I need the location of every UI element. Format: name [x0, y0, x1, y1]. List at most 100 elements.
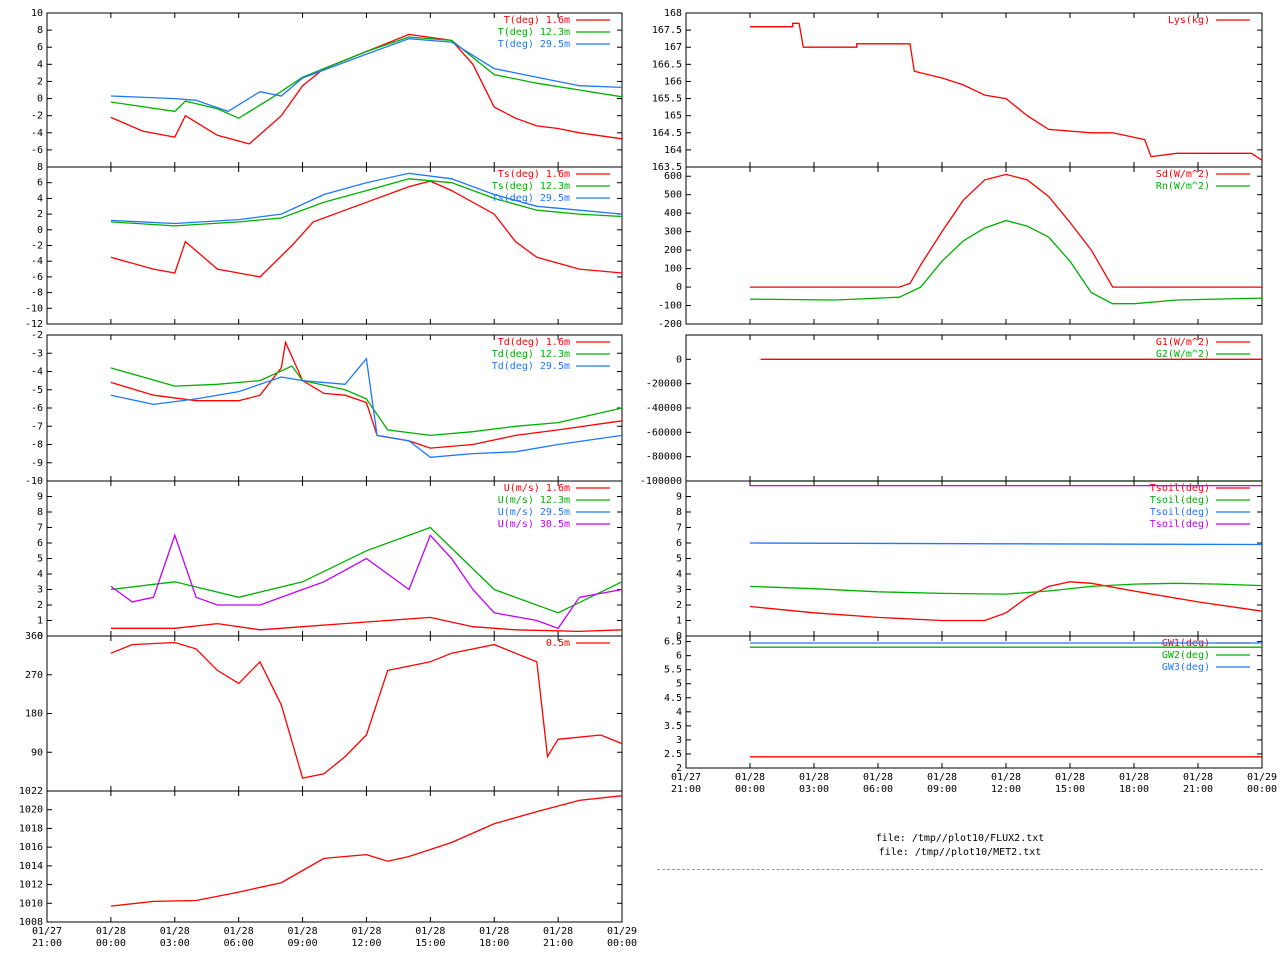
- y-tick-label: 400: [664, 208, 682, 219]
- y-tick-label: 165: [664, 111, 682, 122]
- y-tick-label: 8: [37, 162, 43, 173]
- y-tick-label: 2: [676, 600, 682, 611]
- y-tick-label: 2.5: [664, 749, 682, 760]
- x-tick-date: 01/28: [351, 926, 381, 937]
- y-tick-label: -10: [25, 476, 43, 487]
- legend-label: Ts(deg) 12.3m: [492, 181, 570, 192]
- y-tick-label: -100: [658, 301, 682, 312]
- file-info: file: /tmp//plot10/FLUX2.txt file: /tmp/…: [657, 833, 1263, 873]
- y-tick-label: 6: [676, 651, 682, 662]
- y-tick-label: 0: [676, 354, 682, 365]
- legend-label: Ts(deg) 29.5m: [492, 193, 570, 204]
- x-tick-time: 18:00: [1119, 784, 1149, 795]
- y-tick-label: 1022: [19, 786, 43, 797]
- y-tick-label: 4: [676, 569, 682, 580]
- legend-label: G2(W/m^2): [1156, 349, 1210, 360]
- legend-label: GW2(deg): [1162, 650, 1210, 661]
- y-tick-label: -2: [31, 330, 43, 341]
- y-tick-label: 1: [676, 616, 682, 627]
- legend-label: T(deg) 1.6m: [504, 15, 570, 26]
- x-tick-time: 00:00: [96, 938, 126, 949]
- x-tick-date: 01/28: [927, 772, 957, 783]
- y-tick-label: 100: [664, 264, 682, 275]
- series-line-lys-0: [750, 22, 1263, 161]
- y-tick-label: 180: [25, 709, 43, 720]
- legend-label: Rn(W/m^2): [1156, 181, 1210, 192]
- y-tick-label: 1018: [19, 823, 43, 834]
- x-tick-time: 09:00: [927, 784, 957, 795]
- x-tick-date: 01/28: [1183, 772, 1213, 783]
- y-tick-label: 164.5: [652, 128, 682, 139]
- x-tick-date: 01/28: [479, 926, 509, 937]
- series-line-temp-1: [110, 36, 623, 119]
- y-tick-label: 168: [664, 8, 682, 19]
- separator-line: [657, 869, 1263, 870]
- y-tick-label: 5: [676, 554, 682, 565]
- panel-wdir: 90 180 270 360 0.5m: [25, 631, 623, 792]
- y-tick-label: 2: [37, 76, 43, 87]
- y-tick-label: 4.5: [664, 693, 682, 704]
- series-line-tsurf-1: [110, 178, 623, 227]
- y-tick-label: 0: [37, 225, 43, 236]
- y-tick-label: -3: [31, 348, 43, 359]
- y-tick-label: 2: [37, 209, 43, 220]
- x-tick-date: 01/28: [735, 772, 765, 783]
- x-tick-time: 00:00: [1247, 784, 1277, 795]
- y-tick-label: 5.5: [664, 665, 682, 676]
- y-tick-label: 0: [37, 631, 43, 642]
- legend-label: U(m/s) 1.6m: [504, 483, 570, 494]
- legend-label: T(deg) 29.5m: [498, 39, 570, 50]
- y-tick-label: -8: [31, 288, 43, 299]
- y-tick-label: 167.5: [652, 25, 682, 36]
- x-tick-date: 01/28: [863, 772, 893, 783]
- y-tick-label: 270: [25, 670, 43, 681]
- y-tick-label: -20000: [646, 379, 682, 390]
- y-tick-label: -2: [31, 111, 43, 122]
- y-tick-label: 2: [37, 600, 43, 611]
- x-tick-time: 21:00: [1183, 784, 1213, 795]
- y-tick-label: 4: [37, 569, 43, 580]
- legend-label: U(m/s) 30.5m: [498, 519, 570, 530]
- x-tick-time: 15:00: [415, 938, 445, 949]
- x-tick-time: 21:00: [32, 938, 62, 949]
- series-line-wdir-0: [110, 641, 623, 779]
- y-tick-label: 4: [37, 59, 43, 70]
- series-line-wind-1: [110, 526, 623, 614]
- y-tick-label: 200: [664, 245, 682, 256]
- legend-label: U(m/s) 29.5m: [498, 507, 570, 518]
- x-tick-date: 01/29: [607, 926, 637, 937]
- x-tick-date: 01/28: [1119, 772, 1149, 783]
- y-tick-label: 6.5: [664, 637, 682, 648]
- legend-label: 0.5m: [546, 638, 570, 649]
- series-line-wind-0: [110, 616, 623, 633]
- y-tick-label: 90: [31, 747, 43, 758]
- y-tick-label: 2: [676, 763, 682, 774]
- x-tick-date: 01/28: [799, 772, 829, 783]
- y-tick-label: 1010: [19, 898, 43, 909]
- y-tick-label: 4: [676, 707, 682, 718]
- panel-rad: -200 -100 0 100 200 300 400 500 600 Sd(W/m^2)Rn(W…: [658, 166, 1263, 330]
- y-tick-label: 165.5: [652, 94, 682, 105]
- x-tick-time: 09:00: [288, 938, 318, 949]
- x-tick-date: 01/28: [991, 772, 1021, 783]
- panel-pres: 1008101010121014101610181020102201/2721:…: [19, 786, 637, 949]
- y-tick-label: -4: [31, 367, 43, 378]
- y-tick-label: 1014: [19, 861, 43, 872]
- y-tick-label: -9: [31, 458, 43, 469]
- panel-temp: -6 -4 -2 0 2 4 6 8 10 T(deg) 1.6mT(deg) 12.3mT(de…: [31, 8, 623, 168]
- y-tick-label: 7: [37, 523, 43, 534]
- y-tick-label: -6: [31, 145, 43, 156]
- legend-label: Tsoil(deg): [1150, 507, 1210, 518]
- y-tick-label: 1012: [19, 880, 43, 891]
- panel-lys: 163.5 164 164.5 165 165.5 166 166.5 167 167.5 168…: [652, 8, 1263, 173]
- series-line-dew-2: [110, 357, 623, 458]
- y-tick-label: 166: [664, 76, 682, 87]
- legend-label: Tsoil(deg): [1150, 483, 1210, 494]
- y-tick-label: -100000: [640, 476, 682, 487]
- legend-label: Ts(deg) 1.6m: [498, 169, 570, 180]
- panel-frame: [46, 790, 623, 923]
- y-tick-label: 10: [31, 8, 43, 19]
- legend-label: Td(deg) 29.5m: [492, 361, 570, 372]
